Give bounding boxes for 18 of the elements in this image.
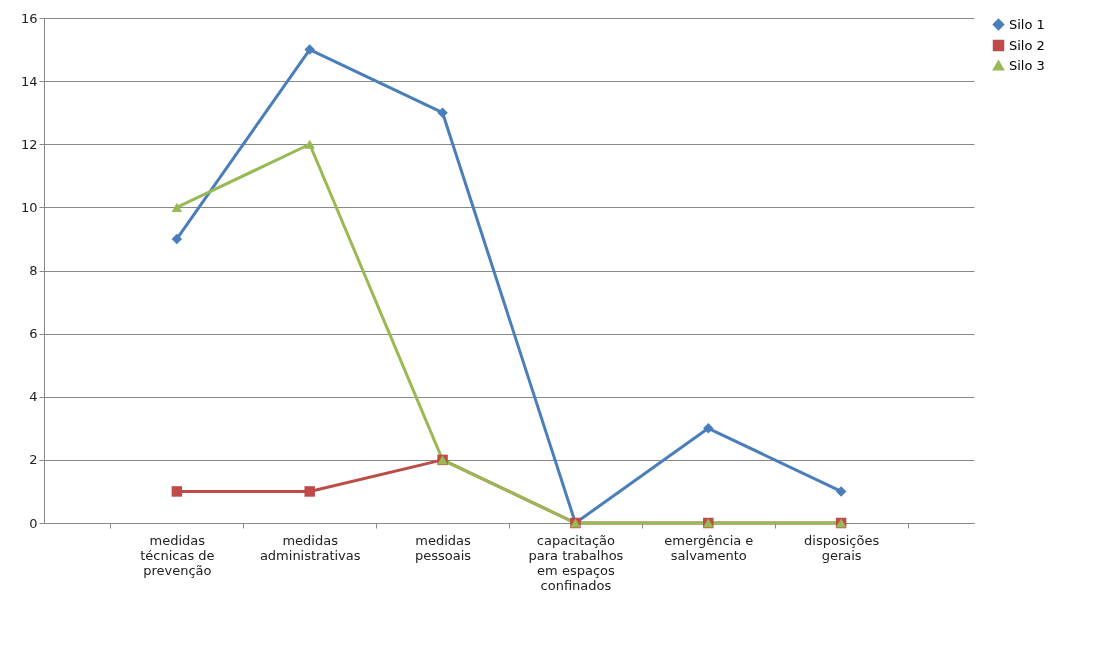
y-tick-label: 10 [20, 199, 38, 215]
x-tick-label: disposições gerais [804, 532, 880, 563]
x-tick-label: medidas administrativas [259, 532, 361, 563]
x-tick-label: emergência e salvamento [664, 532, 754, 563]
legend-label: Silo 1 [1009, 16, 1045, 32]
y-tick-label: 6 [29, 326, 38, 342]
y-tick-label: 16 [20, 10, 38, 26]
y-tick-label: 2 [29, 452, 38, 468]
y-tick-label: 12 [20, 136, 38, 152]
y-tick-label: 4 [29, 389, 38, 405]
x-tick-label: medidas técnicas de prevenção [140, 532, 215, 578]
y-tick-label: 14 [20, 73, 38, 89]
legend-label: Silo 2 [1009, 37, 1045, 53]
y-tick-label: 0 [29, 515, 38, 531]
legend-label: Silo 3 [1009, 57, 1045, 73]
y-tick-label: 8 [29, 263, 38, 278]
x-tick-label: medidas pessoais [415, 532, 472, 563]
x-tick-label: capacitação para trabalhos em espaços confinados [528, 532, 624, 593]
